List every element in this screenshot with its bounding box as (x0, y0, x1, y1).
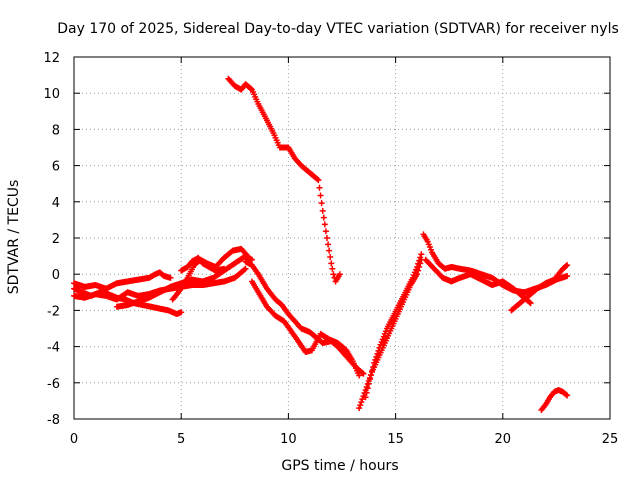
data-point (376, 344, 383, 351)
data-point (329, 265, 336, 272)
data-point (322, 228, 329, 235)
data-point (365, 380, 372, 387)
chart-title: Day 170 of 2025, Sidereal Day-to-day VTE… (57, 21, 619, 37)
data-point (317, 192, 324, 199)
data-point (241, 266, 248, 273)
y-tick-label: 0 (52, 268, 60, 283)
x-tick-label: 10 (280, 432, 297, 447)
data-point (416, 257, 423, 264)
series-track-n (508, 262, 571, 314)
y-tick-label: -4 (47, 341, 60, 356)
data-point (373, 353, 380, 360)
series-track-b (71, 269, 174, 292)
x-tick-label: 25 (602, 432, 619, 447)
data-point (564, 273, 571, 280)
series-track-h (242, 258, 367, 377)
data-point (316, 184, 323, 191)
x-axis-label: GPS time / hours (281, 458, 398, 474)
data-point (375, 347, 382, 354)
data-point (356, 372, 363, 379)
data-point (242, 265, 249, 272)
y-tick-label: 12 (43, 51, 60, 66)
data-point (369, 368, 376, 375)
series-track-o (538, 387, 571, 413)
data-point (362, 394, 369, 401)
data-point (321, 221, 328, 228)
data-point (320, 214, 327, 221)
data-point (330, 271, 337, 278)
y-tick-label: 6 (52, 160, 60, 175)
grid (74, 57, 610, 419)
data-point (418, 251, 425, 258)
series-track-g (225, 75, 343, 285)
data-points (71, 75, 571, 413)
y-tick-label: 8 (52, 123, 60, 138)
data-point (563, 391, 570, 398)
data-point (371, 359, 378, 366)
data-point (244, 253, 251, 260)
y-axis-label: SDTVAR / TECUs (6, 180, 22, 295)
data-point (336, 271, 343, 278)
data-point (564, 392, 571, 399)
y-tick-label: -8 (47, 413, 60, 428)
data-point (358, 399, 365, 406)
data-point (563, 263, 570, 270)
series-track-f (178, 254, 228, 274)
data-point (243, 251, 250, 258)
data-point (374, 350, 381, 357)
data-point (221, 265, 228, 272)
y-tick-label: 2 (52, 232, 60, 247)
data-point (414, 263, 421, 270)
data-point (367, 372, 374, 379)
data-point (314, 176, 321, 183)
y-tick-label: 4 (52, 196, 60, 211)
data-point (363, 389, 370, 396)
x-tick-label: 0 (70, 432, 78, 447)
data-point (247, 85, 254, 92)
data-point (323, 235, 330, 241)
data-point (372, 356, 379, 363)
data-point (319, 207, 326, 214)
data-point (178, 309, 185, 316)
data-point (326, 247, 333, 254)
data-point (417, 254, 424, 261)
data-point (360, 370, 367, 377)
data-point (356, 405, 363, 412)
data-point (248, 256, 255, 263)
data-point (526, 299, 533, 306)
data-point (527, 300, 534, 307)
data-point (325, 241, 332, 248)
data-point (564, 262, 571, 269)
data-point (359, 396, 366, 403)
data-point (415, 260, 422, 267)
data-point (364, 385, 371, 392)
data-point (363, 384, 370, 391)
series-track-k (362, 251, 425, 401)
data-point (315, 177, 322, 184)
data-point (327, 254, 334, 261)
x-tick-label: 15 (387, 432, 404, 447)
data-point (328, 260, 335, 267)
y-tick-label: -6 (47, 377, 60, 392)
axis-ticks: 0 5 10 15 20 25 -8 -6 -4 -2 0 2 4 6 8 10 12 (43, 51, 618, 447)
x-tick-label: 5 (177, 432, 185, 447)
series-track-i (248, 278, 363, 379)
x-tick-label: 20 (495, 432, 512, 447)
data-point (167, 274, 174, 281)
data-point (366, 376, 373, 383)
data-point (370, 363, 377, 370)
y-tick-label: 10 (43, 87, 60, 102)
data-point (318, 200, 325, 207)
y-tick-label: -2 (47, 304, 60, 319)
data-point (357, 402, 364, 409)
